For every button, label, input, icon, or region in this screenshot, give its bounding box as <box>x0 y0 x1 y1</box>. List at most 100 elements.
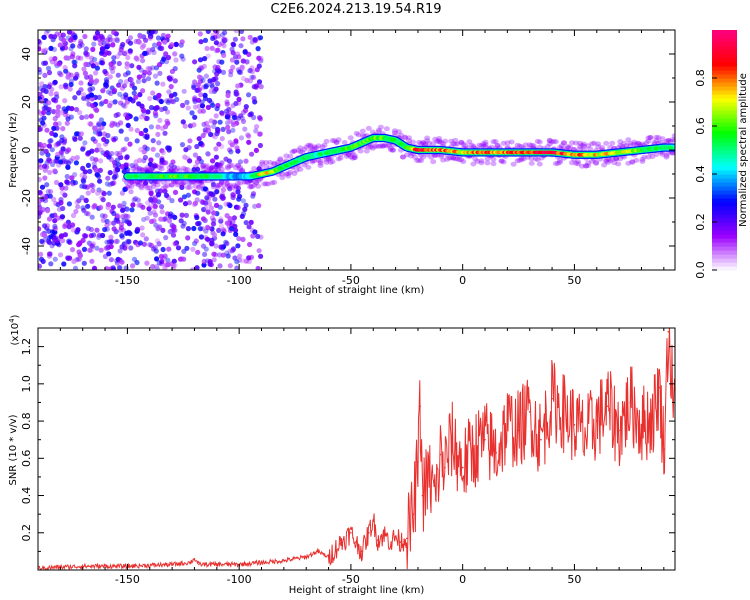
noise-cell <box>81 207 87 213</box>
noise-cell <box>218 218 224 224</box>
halo-cell <box>353 130 360 136</box>
noise-cell <box>38 91 43 97</box>
noise-cell <box>215 33 222 39</box>
snr-data-point <box>412 513 415 515</box>
halo-cell <box>500 159 507 165</box>
halo-cell <box>466 139 473 145</box>
halo-cell <box>552 139 559 145</box>
noise-cell <box>145 76 152 82</box>
halo-cell <box>287 169 294 175</box>
noise-cell <box>87 168 93 174</box>
halo-cell <box>261 181 268 187</box>
halo-cell <box>180 165 187 171</box>
noise-cell <box>185 105 191 111</box>
noise-cell <box>136 179 142 185</box>
halo-cell <box>198 182 205 188</box>
halo-cell <box>544 144 551 150</box>
halo-cell <box>458 140 465 145</box>
noise-cell <box>116 60 122 67</box>
halo-cell <box>653 152 660 157</box>
noise-cell <box>100 197 106 203</box>
snr-data-point <box>540 438 542 441</box>
halo-cell <box>454 141 461 147</box>
noise-cell <box>127 48 133 54</box>
halo-cell <box>633 142 640 148</box>
halo-cell <box>665 150 672 156</box>
halo-cell <box>645 138 652 144</box>
noise-cell <box>225 113 231 119</box>
halo-cell <box>233 183 239 189</box>
halo-cell <box>406 138 412 144</box>
noise-cell <box>92 56 98 63</box>
halo-cell <box>438 154 445 159</box>
noise-cell <box>55 151 61 157</box>
noise-cell <box>109 122 115 128</box>
halo-cell <box>239 168 246 174</box>
halo-cell <box>142 166 149 172</box>
noise-cell <box>168 211 174 217</box>
noise-cell <box>42 60 49 66</box>
y-tick-label: 0.4 <box>20 487 33 505</box>
halo-cell <box>235 163 241 169</box>
noise-cell <box>201 121 207 127</box>
noise-cell <box>38 69 43 75</box>
noise-cell <box>102 68 108 75</box>
noise-cell <box>220 252 226 258</box>
noise-cell <box>63 55 69 61</box>
halo-cell <box>452 156 459 162</box>
noise-cell <box>60 146 66 152</box>
noise-cell <box>123 79 129 85</box>
halo-cell <box>323 138 330 144</box>
colorbar-segment <box>712 106 737 111</box>
noise-cell <box>148 190 154 196</box>
noise-cell <box>219 40 225 46</box>
noise-cell <box>179 212 185 218</box>
noise-cell <box>113 168 119 174</box>
noise-cell <box>51 196 57 202</box>
noise-cell <box>162 130 168 136</box>
noise-cell <box>157 117 163 123</box>
noise-cell <box>158 98 164 105</box>
colorbar-segment <box>712 250 737 255</box>
noise-cell <box>208 118 214 124</box>
noise-cell <box>154 80 160 86</box>
noise-cell <box>160 81 166 87</box>
snr-data-point <box>419 405 422 408</box>
halo-cell <box>420 154 427 160</box>
halo-cell <box>303 144 310 150</box>
noise-cell <box>56 206 63 212</box>
halo-cell <box>456 157 463 163</box>
noise-cell <box>75 55 81 61</box>
halo-cell <box>349 150 356 156</box>
y-axis-label: SNR (10 * v/v) <box>8 414 19 485</box>
noise-cell <box>82 140 88 146</box>
noise-cell <box>204 195 210 201</box>
noise-cell <box>213 146 219 152</box>
snr-data-point <box>198 563 200 566</box>
halo-cell <box>536 139 543 145</box>
noise-cell <box>217 119 223 125</box>
noise-cell <box>211 251 217 257</box>
noise-cell <box>45 208 51 214</box>
noise-cell <box>219 160 225 166</box>
noise-cell <box>92 126 98 132</box>
noise-cell <box>129 162 135 169</box>
noise-cell <box>199 65 205 71</box>
noise-cell <box>110 68 116 75</box>
halo-cell <box>442 138 449 144</box>
noise-cell <box>223 156 229 162</box>
noise-cell <box>228 68 234 74</box>
noise-cell <box>150 90 156 96</box>
noise-cell <box>173 57 179 63</box>
noise-cell <box>40 258 46 264</box>
noise-cell <box>257 35 264 41</box>
halo-cell <box>516 157 523 163</box>
halo-cell <box>231 183 237 188</box>
halo-cell <box>587 146 594 152</box>
noise-cell <box>136 64 142 70</box>
noise-cell <box>83 197 89 203</box>
noise-cell <box>109 150 115 157</box>
noise-cell <box>172 189 179 195</box>
halo-cell <box>480 141 487 147</box>
noise-cell <box>191 202 197 208</box>
